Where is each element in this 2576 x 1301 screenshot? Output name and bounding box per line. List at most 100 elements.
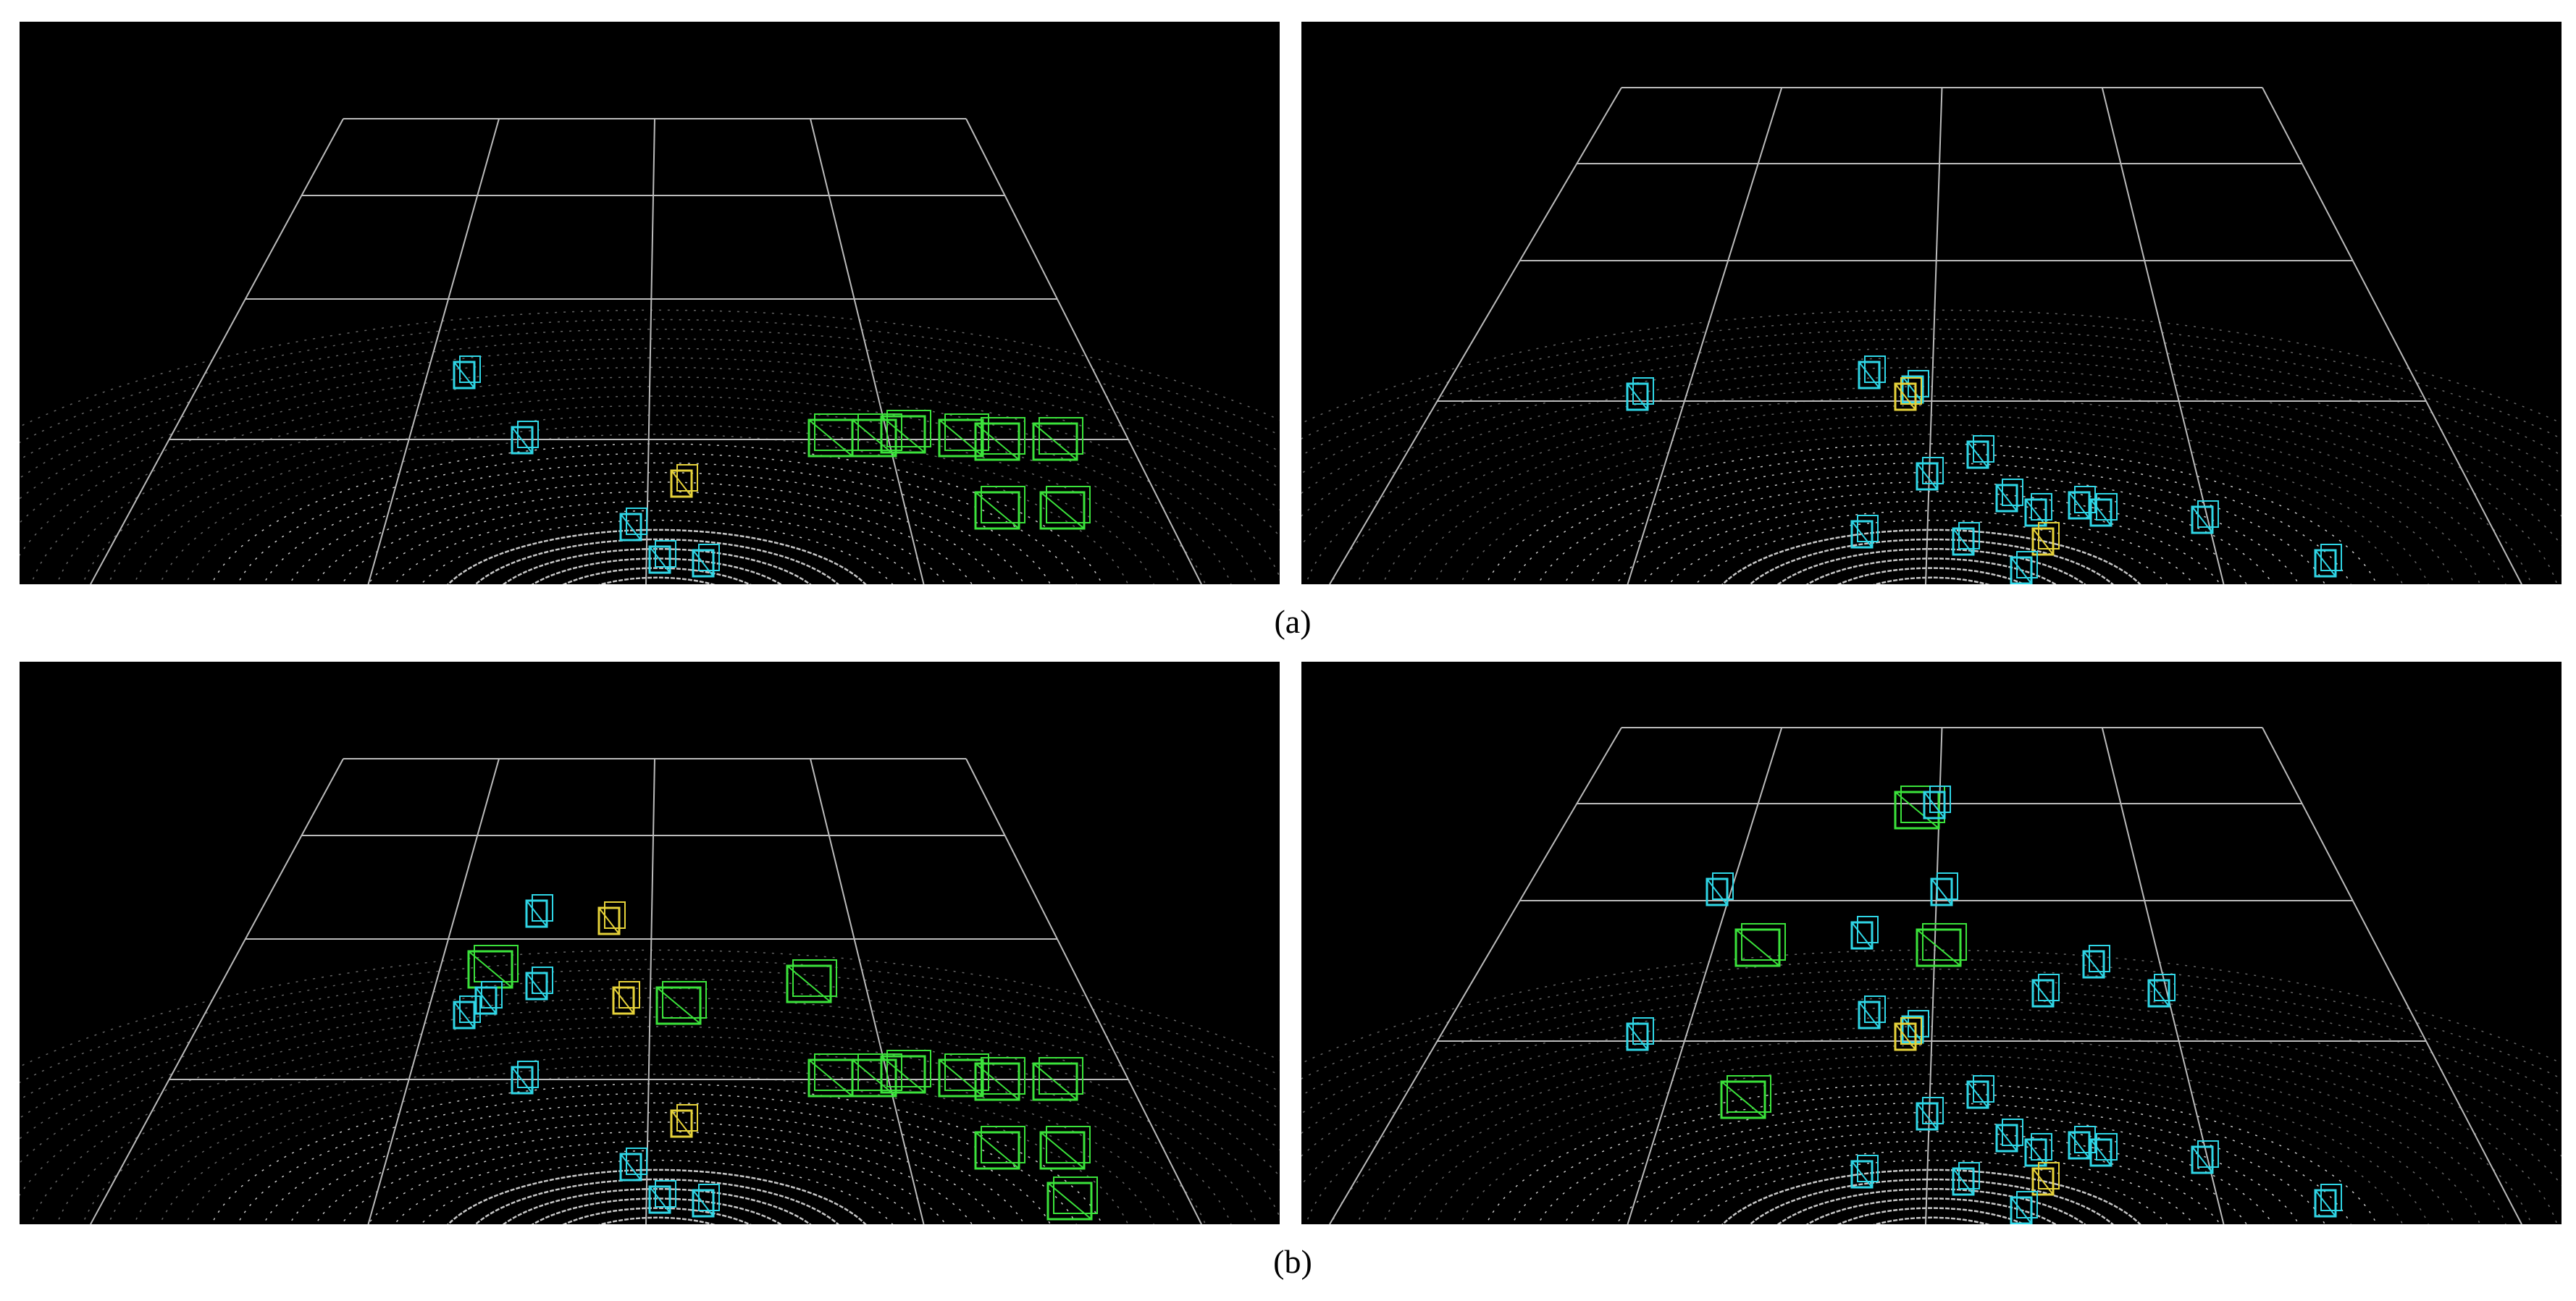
bounding-box (1958, 1162, 1980, 1190)
bounding-box (2010, 556, 2033, 584)
bounding-box (2315, 1190, 2336, 1217)
bounding-box (1040, 1132, 1085, 1169)
bounding-box (1850, 921, 1874, 950)
point-ring (20, 1006, 1280, 1197)
bounding-box (886, 410, 931, 447)
bounding-box (692, 550, 714, 577)
bounding-box (1902, 376, 1923, 403)
bounding-box (2089, 498, 2113, 527)
point-ring (314, 1121, 999, 1224)
bounding-box (2031, 493, 2052, 521)
bounding-box (1040, 492, 1085, 529)
point-ring (1301, 949, 2562, 1064)
grid-line (367, 758, 500, 1224)
bounding-box (1902, 1016, 1923, 1043)
point-ring (1837, 1207, 2026, 1224)
point-ring (1459, 1074, 2404, 1224)
caption: (a) (1274, 603, 1312, 640)
bounding-box (944, 1053, 989, 1091)
bounding-box (698, 1184, 720, 1211)
point-ring (56, 386, 1258, 584)
bounding-box (1858, 1001, 1880, 1029)
grid-line (2101, 87, 2225, 584)
point-ring (562, 567, 752, 584)
bounding-box (597, 906, 621, 935)
point-ring (237, 452, 1077, 584)
point-ring (447, 1169, 867, 1224)
lidar-panel (20, 662, 1280, 1224)
bounding-box (656, 987, 701, 1024)
point-ring (598, 1216, 716, 1224)
bounding-box (2025, 1139, 2047, 1166)
point-ring (30, 376, 1280, 584)
bounding-box (2089, 1138, 2113, 1167)
point-ring (20, 366, 1280, 557)
grid-line (2262, 87, 2522, 584)
bounding-box (649, 1186, 671, 1213)
bounding-box (1916, 929, 1961, 967)
bounding-box (1047, 1182, 1092, 1220)
grid-line (2101, 727, 2225, 1224)
grid-line (965, 758, 1202, 1224)
point-ring (263, 462, 1051, 584)
bounding-box (1894, 1022, 1917, 1051)
point-ring (1382, 405, 2481, 584)
bounding-box (1720, 1080, 1766, 1119)
bounding-box (648, 1185, 671, 1214)
point-ring (20, 309, 1280, 428)
bounding-box (1851, 521, 1873, 548)
bounding-box (1922, 923, 1967, 961)
bounding-box (2191, 1145, 2214, 1174)
bounding-box (1967, 1081, 1989, 1108)
bounding-box (1632, 1017, 1654, 1045)
bounding-box (1858, 361, 1880, 389)
bounding-box (511, 426, 534, 455)
bounding-box (1923, 791, 1945, 819)
bounding-box (808, 419, 853, 457)
point-ring (1434, 1064, 2429, 1224)
bounding-box (2068, 1131, 2091, 1160)
bounding-box (857, 413, 902, 451)
bounding-box (1952, 528, 1974, 555)
bounding-box (2083, 951, 2105, 978)
bounding-box (2031, 527, 2055, 556)
point-ring (1301, 366, 2562, 546)
bounding-box (1916, 1102, 1939, 1131)
bounding-box (881, 1056, 926, 1093)
bounding-box (1901, 1015, 1924, 1044)
bounding-box (526, 900, 547, 927)
point-ring (1616, 1131, 2247, 1224)
bounding-box (974, 422, 1020, 461)
bounding-box (1895, 1023, 1916, 1051)
point-ring (1301, 357, 2562, 517)
point-ring (20, 357, 1280, 524)
bounding-box (1032, 1062, 1078, 1101)
point-ring (393, 1150, 920, 1224)
bounding-box (1996, 484, 2018, 512)
bounding-box (1857, 515, 1879, 542)
point-ring (20, 328, 1280, 460)
bounding-box (620, 1153, 642, 1181)
bounding-box (2314, 1189, 2337, 1218)
bounding-box (2032, 528, 2054, 555)
grid-line (1627, 727, 1783, 1224)
bounding-box (1900, 1017, 1922, 1045)
bounding-box (2031, 1133, 2052, 1161)
bounding-box (786, 965, 831, 1003)
bounding-box (2082, 950, 2105, 979)
bounding-box (1857, 1155, 1879, 1182)
bounding-box (1727, 1075, 1771, 1113)
point-ring (447, 529, 867, 584)
bounding-box (2147, 979, 2170, 1008)
point-ring (1382, 1045, 2481, 1224)
bounding-box (1735, 929, 1780, 967)
bounding-box (2090, 499, 2112, 526)
bounding-box (857, 1053, 902, 1091)
bounding-box (2191, 506, 2213, 534)
grid-line (965, 118, 1202, 584)
bounding-box (1734, 928, 1781, 967)
point-ring (211, 443, 1103, 584)
lidar-panel (1301, 662, 2562, 1224)
bounding-box (981, 486, 1025, 523)
bounding-box (532, 967, 553, 994)
